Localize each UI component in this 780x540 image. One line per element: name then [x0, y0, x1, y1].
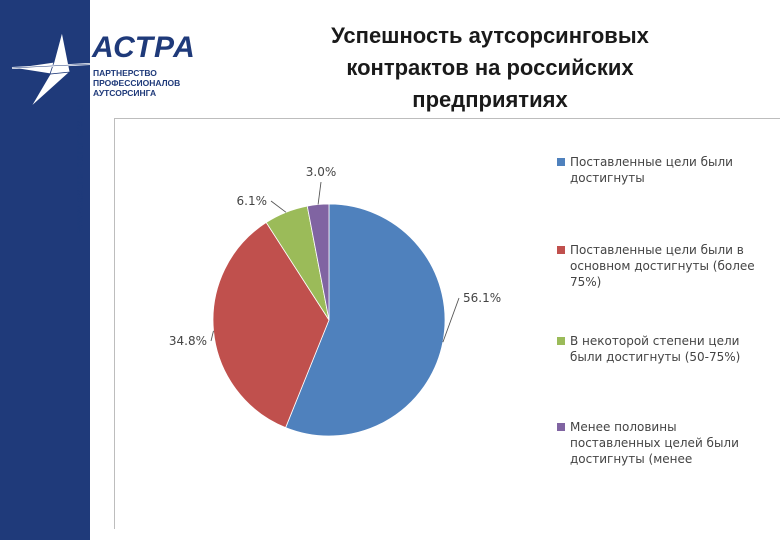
logo-wordmark: АСТРА — [92, 31, 196, 64]
pie-slice — [212, 221, 330, 429]
logo-subtitle-line: АУТСОРСИНГА — [93, 88, 157, 98]
pie-slice — [285, 203, 446, 437]
chart-frame: 56.1% 34.8% 6.1% 3.0% Поставленные цели были… — [114, 118, 780, 529]
legend-label: Поставленные цели были в — [570, 243, 744, 257]
page-title: Успешность аутсорсинговых контрактов на … — [331, 23, 649, 112]
leader-line — [317, 181, 322, 205]
legend-label: поставленных целей были — [570, 436, 739, 450]
legend-label: 75%) — [570, 275, 601, 289]
legend-label: В некоторой степени цели — [570, 334, 739, 348]
logo-subtitle: ПАРТНЕРСТВО ПРОФЕССИОНАЛОВ АУТСОРСИНГА — [93, 68, 203, 98]
pie-chart: 56.1% 34.8% 6.1% 3.0% Поставленные цели были… — [169, 155, 755, 466]
logo-subtitle-line: ПАРТНЕРСТВО — [93, 68, 157, 78]
slice-value-label: 56.1% — [463, 291, 501, 305]
astra-star-logo-icon — [11, 31, 91, 109]
legend-swatch — [557, 423, 565, 431]
leader-line — [210, 330, 214, 342]
legend-swatch — [557, 158, 565, 166]
slice-value-label: 6.1% — [237, 194, 268, 208]
pie-slice — [306, 203, 330, 321]
legend-label: Менее половины — [570, 420, 677, 434]
leader-line — [442, 297, 460, 343]
legend-label: основном достигнуты (более — [570, 259, 755, 273]
website-url: www.astra-partners.ru — [74, 104, 86, 233]
legend-label: были достигнуты (50-75%) — [570, 350, 740, 364]
slice-value-label: 3.0% — [306, 165, 337, 179]
legend-swatch — [557, 246, 565, 254]
legend-label: Поставленные цели были — [570, 155, 733, 169]
logo-subtitle-line: ПРОФЕССИОНАЛОВ — [93, 78, 181, 88]
leader-line — [270, 200, 287, 213]
legend-label: достигнуты — [570, 171, 645, 185]
slice-value-label: 34.8% — [169, 334, 207, 348]
legend-swatch — [557, 337, 565, 345]
legend-label: достигнуты (менее — [570, 452, 692, 466]
